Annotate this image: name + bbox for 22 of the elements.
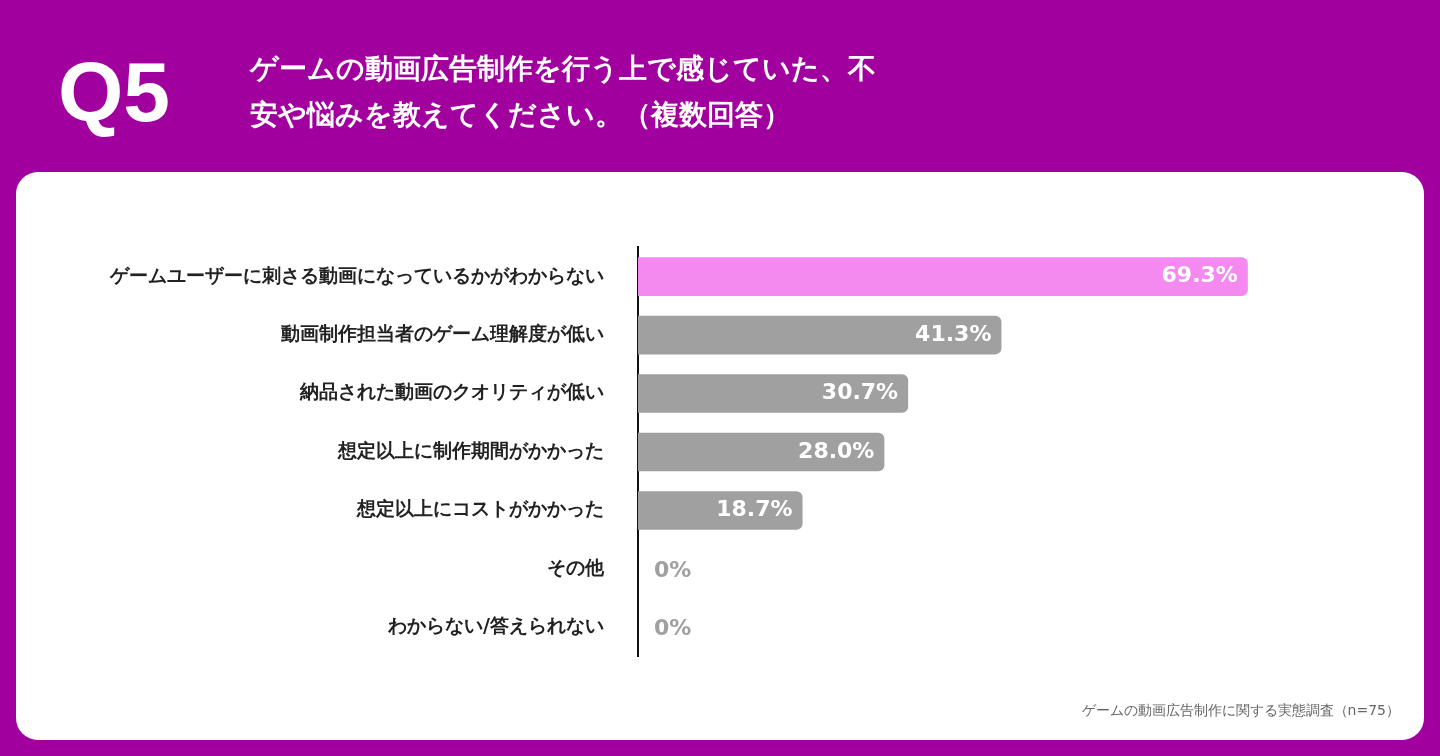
y-tick-label: ゲームユーザーに刺さる動画になっているかがわからない [109, 263, 604, 286]
bar [638, 432, 885, 472]
data-label: 18.7% [716, 496, 793, 522]
data-label: 41.3% [915, 320, 992, 346]
chart-title: ゲームの動画広告制作を行う上で感じていた、不安や悩みを教えてください。（複数回答） [250, 51, 877, 133]
data-label: 0% [654, 615, 692, 641]
y-tick-label: その他 [547, 555, 605, 578]
chart-subtitle: Q5 [58, 44, 171, 141]
bar [638, 257, 1248, 296]
bar [638, 315, 1002, 355]
y-tick-label: 動画制作担当者のゲーム理解度が低い [280, 322, 604, 345]
y-tick-label: 想定以上にコストがかかった [356, 497, 604, 520]
data-label: 69.3% [1161, 262, 1238, 288]
text: ゲームの動画広告制作に関する実態調査（n=75） [1081, 702, 1400, 720]
data-label: 0% [654, 556, 692, 582]
y-tick-label: わからない/答えられない [387, 614, 604, 637]
y-tick-label: 納品された動画のクオリティが低い [299, 380, 604, 403]
y-tick-label: 想定以上に制作期間がかかった [337, 438, 604, 461]
data-label: 30.7% [821, 379, 899, 405]
bar [638, 374, 909, 413]
bar [638, 491, 803, 530]
data-label: 28.0% [798, 437, 875, 463]
